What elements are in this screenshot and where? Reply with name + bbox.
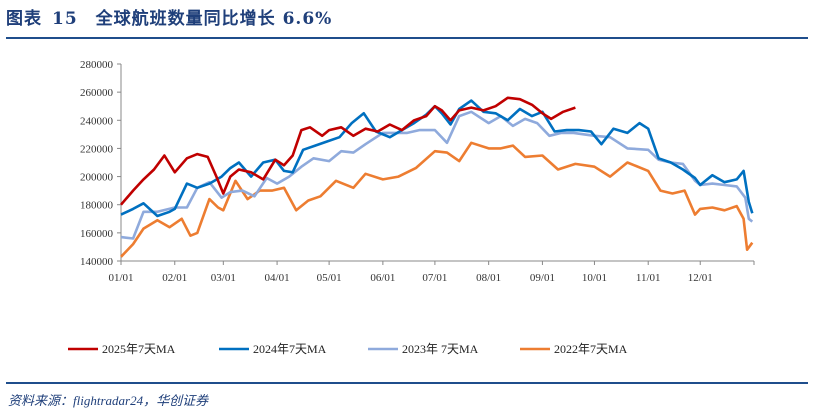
series-line-2022 bbox=[120, 141, 754, 258]
series-line-2023 bbox=[120, 110, 754, 240]
y-tick-label: 140000 bbox=[80, 256, 114, 268]
x-tick-label: 09/01 bbox=[530, 272, 555, 284]
source-note: 资料来源：flightradar24，华创证券 bbox=[8, 393, 209, 408]
legend-label-2023: 2023年 7天MA bbox=[402, 342, 479, 356]
x-tick-label: 06/01 bbox=[370, 272, 395, 284]
top-rule bbox=[6, 37, 808, 39]
y-tick-label: 280000 bbox=[80, 59, 114, 71]
figure-label: 图表 bbox=[6, 9, 42, 29]
x-tick-label: 11/01 bbox=[636, 272, 661, 284]
series-line-2025 bbox=[120, 96, 576, 206]
figure-title: 图表 15 全球航班数量同比增长 6.6% bbox=[6, 4, 332, 29]
x-tick-label: 01/01 bbox=[108, 272, 133, 284]
x-tick-label: 10/01 bbox=[582, 272, 607, 284]
x-tick-label: 04/01 bbox=[265, 272, 290, 284]
figure-title-text: 全球航班数量同比增长 6.6% bbox=[95, 9, 333, 29]
y-tick-label: 180000 bbox=[80, 200, 114, 212]
y-tick-label: 240000 bbox=[80, 115, 114, 127]
legend-label-2022: 2022年7天MA bbox=[554, 342, 628, 356]
bottom-rule bbox=[6, 382, 808, 384]
figure-number: 15 bbox=[52, 9, 78, 29]
x-tick-label: 07/01 bbox=[422, 272, 447, 284]
x-tick-label: 12/01 bbox=[688, 272, 713, 284]
y-tick-label: 200000 bbox=[80, 172, 114, 184]
x-tick-label: 02/01 bbox=[162, 272, 187, 284]
x-tick-label: 05/01 bbox=[317, 272, 342, 284]
x-tick-label: 08/01 bbox=[476, 272, 501, 284]
x-tick-label: 03/01 bbox=[211, 272, 236, 284]
y-tick-label: 160000 bbox=[80, 228, 114, 240]
legend-label-2024: 2024年7天MA bbox=[253, 342, 327, 356]
y-tick-label: 260000 bbox=[80, 87, 114, 99]
series-line-2024 bbox=[120, 99, 754, 218]
y-tick-label: 220000 bbox=[80, 143, 114, 155]
legend-label-2025: 2025年7天MA bbox=[102, 342, 176, 356]
